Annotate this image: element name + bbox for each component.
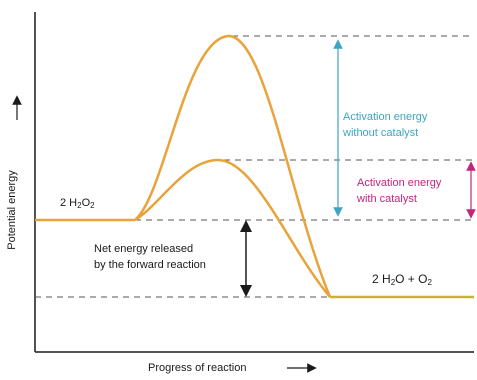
label-activation-without-line2: without catalyst: [343, 127, 419, 139]
label-net-energy-line2: by the forward reaction: [94, 259, 206, 271]
reactant-label: 2 H2O2: [60, 197, 95, 210]
label-activation-without-line1: Activation energy: [343, 111, 428, 123]
curve-with-catalyst: [134, 158, 331, 298]
x-axis-label: Progress of reaction: [148, 362, 247, 374]
label-activation-with-line2: with catalyst: [357, 193, 417, 205]
product-label: 2 H2O + O2: [372, 272, 432, 287]
curve-without-catalyst: [134, 34, 332, 298]
label-net-energy-line1: Net energy released: [94, 243, 194, 255]
label-activation-with-line1: Activation energy: [357, 177, 442, 189]
y-axis-label: Potential energy: [6, 170, 18, 250]
